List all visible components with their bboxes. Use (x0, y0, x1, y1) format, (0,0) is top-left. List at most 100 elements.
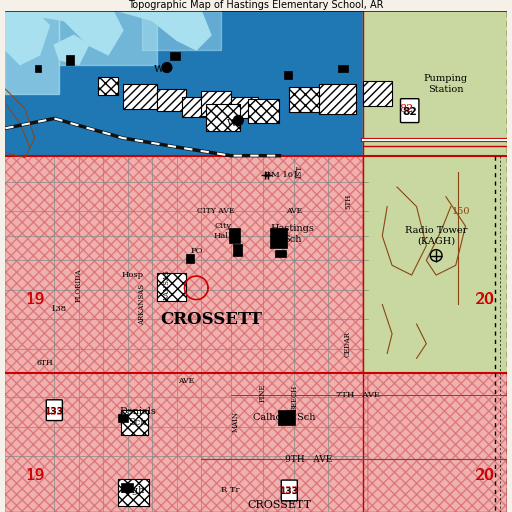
Text: BM 161: BM 161 (265, 171, 298, 179)
Bar (6, 373, 368, 512)
Circle shape (233, 116, 243, 125)
Bar (170, 52, 180, 60)
Bar (121, 410, 148, 435)
Text: 82: 82 (402, 106, 417, 117)
Bar (362, 81, 392, 106)
Bar (35, 65, 40, 73)
Text: 19: 19 (25, 292, 45, 307)
Text: 20: 20 (476, 468, 495, 483)
Polygon shape (6, 11, 50, 65)
Bar (368, 373, 506, 512)
Bar (278, 410, 295, 425)
Bar (248, 99, 280, 123)
Bar (123, 84, 157, 109)
Bar (362, 11, 506, 156)
Bar (362, 11, 506, 378)
Bar (118, 479, 150, 506)
Bar (232, 244, 242, 255)
Text: 9TH   AVE: 9TH AVE (285, 455, 333, 464)
Text: 5TH: 5TH (344, 194, 352, 209)
Text: WT: WT (227, 119, 244, 128)
Text: Hosp: Hosp (122, 271, 144, 279)
Text: KANSAS: KANSAS (163, 269, 171, 301)
Title: Topographic Map of Hastings Elementary School, AR: Topographic Map of Hastings Elementary S… (128, 0, 384, 10)
Bar (118, 414, 128, 422)
Text: Hastings
Sch: Hastings Sch (270, 224, 314, 244)
Text: 20: 20 (475, 469, 495, 483)
Bar (284, 72, 292, 79)
Bar (98, 77, 118, 95)
Bar (142, 11, 221, 50)
Bar (157, 89, 186, 111)
Text: 6TH: 6TH (36, 359, 53, 367)
FancyBboxPatch shape (46, 400, 62, 420)
Text: CROSSETT: CROSSETT (160, 311, 262, 328)
Text: ARKANSAS: ARKANSAS (138, 284, 146, 325)
Bar (274, 250, 286, 258)
Bar (121, 483, 133, 493)
Text: 150: 150 (452, 207, 470, 216)
Bar (59, 11, 157, 65)
Bar (66, 55, 74, 65)
Bar (121, 410, 148, 435)
Bar (98, 77, 118, 95)
Text: BEECH: BEECH (290, 385, 298, 411)
Bar (6, 11, 362, 156)
Text: 138: 138 (51, 305, 67, 313)
Text: 1ST: 1ST (295, 165, 303, 179)
Circle shape (162, 62, 172, 73)
Bar (230, 97, 258, 118)
Bar (201, 91, 230, 116)
Text: AVE: AVE (179, 377, 195, 385)
Text: Daniels
Sch: Daniels Sch (119, 408, 156, 426)
Text: 133: 133 (45, 408, 63, 417)
Text: Pumping
Station: Pumping Station (424, 75, 468, 94)
Bar (228, 228, 240, 243)
Bar (157, 273, 186, 301)
FancyBboxPatch shape (281, 480, 297, 501)
Bar (182, 97, 206, 117)
Bar (186, 253, 195, 263)
Bar (206, 104, 240, 131)
Text: CEDAR: CEDAR (344, 331, 352, 357)
Bar (368, 373, 506, 512)
Bar (6, 11, 59, 94)
Bar (6, 156, 362, 373)
Text: City
Hall: City Hall (214, 222, 231, 240)
Polygon shape (30, 11, 123, 55)
Bar (157, 273, 186, 301)
Bar (362, 81, 392, 106)
Bar (123, 84, 157, 109)
Bar (182, 97, 206, 117)
Text: PINE: PINE (259, 383, 267, 402)
Bar (201, 91, 230, 116)
Text: 20: 20 (475, 292, 495, 307)
Text: PO: PO (190, 247, 203, 254)
Bar (118, 479, 150, 506)
Text: 82: 82 (400, 103, 414, 114)
Text: Calhoun Sch: Calhoun Sch (253, 413, 315, 421)
Text: 19: 19 (25, 469, 45, 483)
Bar (206, 104, 240, 131)
Text: 19: 19 (25, 468, 45, 483)
Text: CITY AVE: CITY AVE (197, 207, 234, 216)
Bar (289, 87, 318, 112)
Text: AVE: AVE (286, 207, 302, 216)
Polygon shape (54, 35, 89, 65)
Text: 19: 19 (25, 292, 45, 307)
Bar (318, 84, 356, 114)
Text: CROSSETT: CROSSETT (247, 500, 311, 510)
Bar (6, 156, 362, 373)
Bar (230, 97, 258, 118)
Bar (289, 87, 318, 112)
Text: High: High (120, 486, 145, 495)
Text: 7TH   AVE: 7TH AVE (336, 391, 380, 398)
Text: 133: 133 (280, 487, 299, 496)
Text: 133: 133 (280, 486, 298, 495)
Bar (373, 432, 506, 512)
Text: R Tr: R Tr (221, 486, 240, 495)
Bar (6, 373, 368, 512)
Text: 133: 133 (45, 407, 64, 416)
Bar (362, 156, 506, 373)
Text: MAIN: MAIN (231, 412, 240, 433)
